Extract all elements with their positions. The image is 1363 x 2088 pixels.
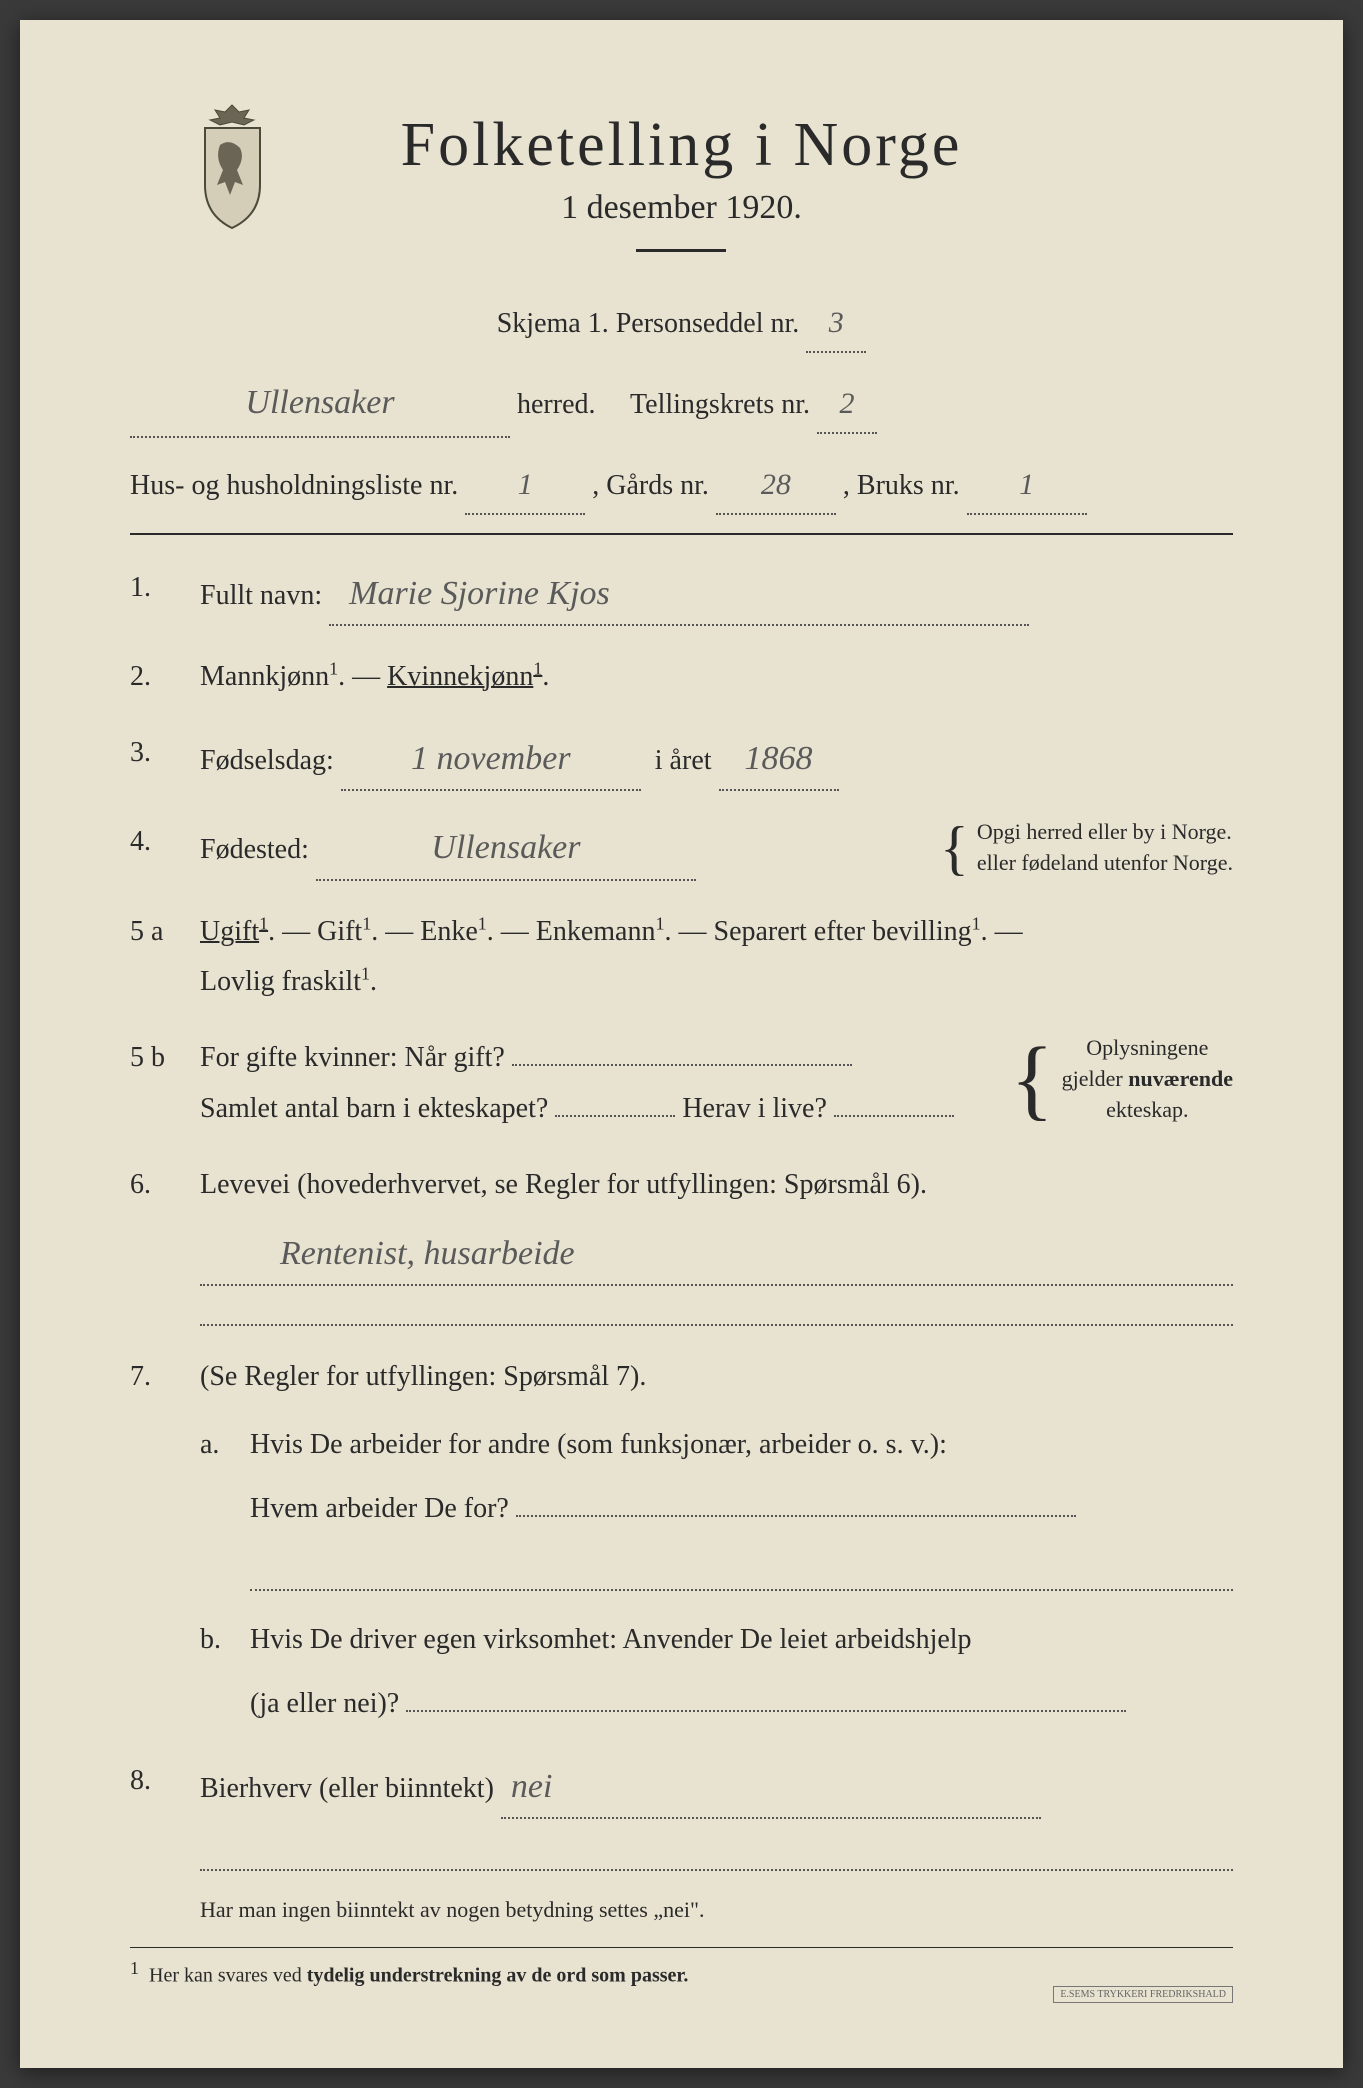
herred-line: Ullensaker herred. Tellingskrets nr. 2 [130, 371, 1233, 438]
q3-num: 3. [130, 728, 200, 791]
q7-num: 7. [130, 1352, 200, 1730]
q7b-blank [406, 1710, 1126, 1712]
q4-label: Fødested: [200, 834, 309, 865]
q5a-num: 5 a [130, 907, 200, 1008]
header-divider [130, 533, 1233, 535]
q6-num: 6. [130, 1160, 200, 1326]
hushold-nr: 1 [465, 456, 585, 515]
footnote: 1 Her kan svares ved tydelig understrekn… [130, 1958, 1233, 1988]
q1: 1. Fullt navn: Marie Sjorine Kjos [130, 563, 1233, 626]
q5b-blank3 [834, 1115, 954, 1117]
q6-label: Levevei (hovederhvervet, se Regler for u… [200, 1169, 927, 1200]
q1-value: Marie Sjorine Kjos [329, 563, 1029, 626]
main-title: Folketelling i Norge [401, 110, 963, 181]
q1-num: 1. [130, 563, 200, 626]
brace-icon: { [940, 824, 969, 872]
q4-note: { Opgi herred eller by i Norge. eller fø… [940, 817, 1233, 879]
footnote-text: Her kan svares ved [149, 1964, 307, 1986]
q5b-note1: Oplysningene [1062, 1033, 1233, 1064]
q5a-fraskilt: Lovlig fraskilt [200, 966, 361, 997]
tellingskrets-nr: 2 [817, 375, 877, 434]
subtitle-date: 1 desember 1920. [401, 189, 963, 227]
gards-label: , Gårds nr. [592, 470, 709, 501]
bruks-nr: 1 [967, 456, 1087, 515]
q5b-note: { Oplysningene gjelder nuværende ekteska… [1010, 1033, 1233, 1125]
q2-num: 2. [130, 652, 200, 702]
q7a-blank [516, 1515, 1076, 1517]
q2-mann: Mannkjønn [200, 661, 329, 692]
q5a: 5 a Ugift1. — Gift1. — Enke1. — Enkemann… [130, 907, 1233, 1008]
q1-label: Fullt navn: [200, 580, 322, 611]
footnote-num: 1 [130, 1958, 139, 1978]
q8-label: Bierhverv (eller biinntekt) [200, 1773, 494, 1804]
q5b-label2: Samlet antal barn i ekteskapet? [200, 1093, 548, 1124]
q5a-enkemann: Enkemann [536, 916, 656, 947]
q7a-text2: Hvem arbeider De for? [250, 1493, 509, 1524]
hushold-label: Hus- og husholdningsliste nr. [130, 470, 458, 501]
q7: 7. (Se Regler for utfyllingen: Spørsmål … [130, 1352, 1233, 1730]
footnote-divider [130, 1947, 1233, 1948]
q5b: 5 b For gifte kvinner: Når gift? Samlet … [130, 1033, 1233, 1134]
gards-nr: 28 [716, 456, 836, 515]
q7a-text1: Hvis De arbeider for andre (som funksjon… [250, 1420, 1233, 1470]
q7a-letter: a. [200, 1420, 250, 1470]
q5a-separert: Separert efter bevilling [714, 916, 972, 947]
skjema-line: Skjema 1. Personseddel nr. 3 [130, 294, 1233, 353]
q4-note1: Opgi herred eller by i Norge. [977, 817, 1233, 848]
q7b-text2: (ja eller nei)? [250, 1688, 399, 1719]
q7b-letter: b. [200, 1615, 250, 1665]
q4-value: Ullensaker [316, 817, 696, 880]
q2-dash: — [352, 661, 387, 692]
skjema-nr: 3 [806, 294, 866, 353]
q5b-blank2 [555, 1115, 675, 1117]
title-divider [636, 249, 726, 252]
q5b-label3: Herav i live? [682, 1093, 827, 1124]
q3-year: 1868 [719, 728, 839, 791]
brace-icon-2: { [1010, 1044, 1053, 1116]
coat-of-arms-icon [185, 100, 280, 230]
q2-kvinne: Kvinnekjønn [387, 661, 533, 692]
q5a-ugift: Ugift [200, 916, 259, 947]
header: Folketelling i Norge 1 desember 1920. [130, 110, 1233, 282]
printer-mark: E.SEMS TRYKKERI FREDRIKSHALD [1053, 1986, 1233, 2003]
q5b-note3: ekteskap. [1062, 1095, 1233, 1126]
footnote-bold: tydelig understrekning av de ord som pas… [307, 1964, 689, 1986]
census-form-page: Folketelling i Norge 1 desember 1920. Sk… [20, 20, 1343, 2068]
q7a-blank2 [250, 1561, 1233, 1591]
skjema-label: Skjema 1. Personseddel nr. [497, 308, 800, 339]
herred-value: Ullensaker [130, 371, 510, 438]
q8-value: nei [501, 1756, 1041, 1819]
hus-line: Hus- og husholdningsliste nr. 1 , Gårds … [130, 456, 1233, 515]
crest-svg [185, 100, 280, 230]
q5a-gift: Gift [317, 916, 362, 947]
q7-label: (Se Regler for utfyllingen: Spørsmål 7). [200, 1352, 1233, 1402]
q6-value: Rentenist, husarbeide [200, 1223, 1233, 1286]
q3-label: Fødselsdag: [200, 745, 334, 776]
q4: 4. Fødested: Ullensaker { Opgi herred el… [130, 817, 1233, 880]
q8: 8. Bierhverv (eller biinntekt) nei [130, 1756, 1233, 1871]
q5a-enke: Enke [420, 916, 478, 947]
q8-blank2 [200, 1841, 1233, 1871]
footer-note: Har man ingen biinntekt av nogen betydni… [130, 1897, 1233, 1923]
q3-year-label: i året [655, 745, 712, 776]
q5b-note2: gjelder [1062, 1066, 1129, 1091]
q2: 2. Mannkjønn1. — Kvinnekjønn1. [130, 652, 1233, 702]
bruks-label: , Bruks nr. [843, 470, 960, 501]
tellingskrets-label: Tellingskrets nr. [630, 389, 810, 420]
q6-blank2 [200, 1296, 1233, 1326]
q8-num: 8. [130, 1756, 200, 1871]
title-block: Folketelling i Norge 1 desember 1920. [401, 110, 963, 282]
q5b-blank1 [512, 1064, 852, 1066]
q4-num: 4. [130, 817, 200, 867]
q7b-text1: Hvis De driver egen virksomhet: Anvender… [250, 1615, 1233, 1665]
q5b-note2b: nuværende [1128, 1066, 1233, 1091]
q5b-label1: For gifte kvinner: Når gift? [200, 1042, 505, 1073]
q3: 3. Fødselsdag: 1 november i året 1868 [130, 728, 1233, 791]
q5b-num: 5 b [130, 1033, 200, 1083]
q4-note2: eller fødeland utenfor Norge. [977, 848, 1233, 879]
herred-label: herred. [517, 389, 596, 420]
q6: 6. Levevei (hovederhvervet, se Regler fo… [130, 1160, 1233, 1326]
q3-day: 1 november [341, 728, 641, 791]
